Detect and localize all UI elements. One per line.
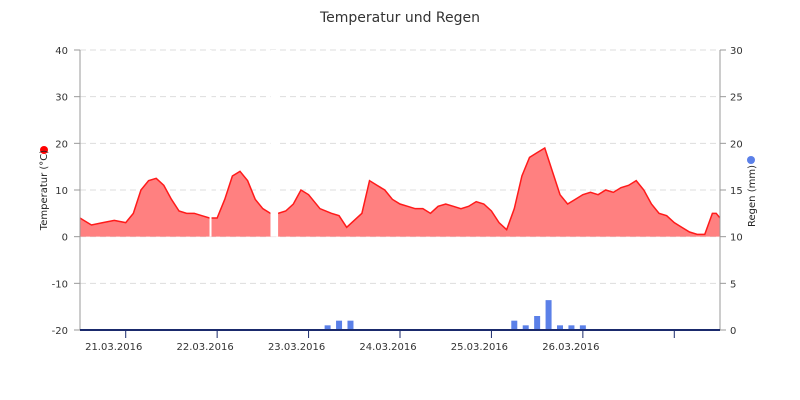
x-tick-label: 22.03.2016	[177, 342, 234, 353]
rain-bar	[347, 320, 354, 330]
left-tick-label: 30	[55, 93, 68, 104]
rain-series	[324, 300, 586, 330]
rain-bar	[545, 300, 552, 330]
left-tick-label: 10	[55, 186, 68, 197]
right-tick-label: 25	[730, 93, 743, 104]
left-tick-label: 40	[55, 46, 68, 57]
right-tick-label: 15	[730, 186, 743, 197]
left-axis-label: Temperatur (°C)	[39, 150, 50, 231]
rain-bar	[336, 320, 343, 330]
x-tick-label: 26.03.2016	[542, 342, 599, 353]
rain-legend-marker	[747, 156, 755, 164]
right-tick-label: 30	[730, 46, 743, 57]
right-axis-label: Regen (mm)	[747, 165, 758, 227]
chart-title: Temperatur und Regen	[319, 10, 480, 26]
rain-bar	[534, 316, 541, 330]
rain-bar	[324, 325, 331, 330]
right-tick-label: 10	[730, 233, 743, 244]
temperature-line	[79, 146, 721, 236]
temperature-area	[80, 148, 720, 237]
rain-bar	[557, 325, 563, 330]
x-tick-label: 25.03.2016	[451, 342, 508, 353]
left-tick-label: -10	[52, 279, 68, 290]
right-tick-label: 20	[730, 139, 743, 150]
temperature-gap	[209, 50, 212, 237]
right-axis-ticks: 0 5 10 15 20 25 30	[720, 46, 743, 337]
right-tick-label: 5	[730, 279, 736, 290]
rain-bar	[568, 325, 575, 330]
x-tick-label: 21.03.2016	[85, 342, 142, 353]
temperature-legend-marker	[40, 146, 48, 154]
right-tick-label: 0	[730, 326, 736, 337]
x-tick-label: 23.03.2016	[268, 342, 325, 353]
rain-bar	[511, 320, 518, 330]
left-tick-label: -20	[52, 326, 68, 337]
left-tick-label: 20	[55, 139, 68, 150]
temperature-series	[79, 50, 721, 237]
left-axis-ticks: -20 -10 0 10 20 30 40	[52, 46, 80, 337]
temperature-gap	[270, 50, 279, 237]
rain-bar	[579, 325, 586, 330]
x-axis-ticks: 21.03.2016 22.03.2016 23.03.2016 24.03.2016…	[85, 330, 675, 353]
left-tick-label: 0	[62, 233, 68, 244]
rain-bar	[522, 325, 529, 330]
x-tick-label: 24.03.2016	[359, 342, 416, 353]
grid	[80, 49, 720, 284]
